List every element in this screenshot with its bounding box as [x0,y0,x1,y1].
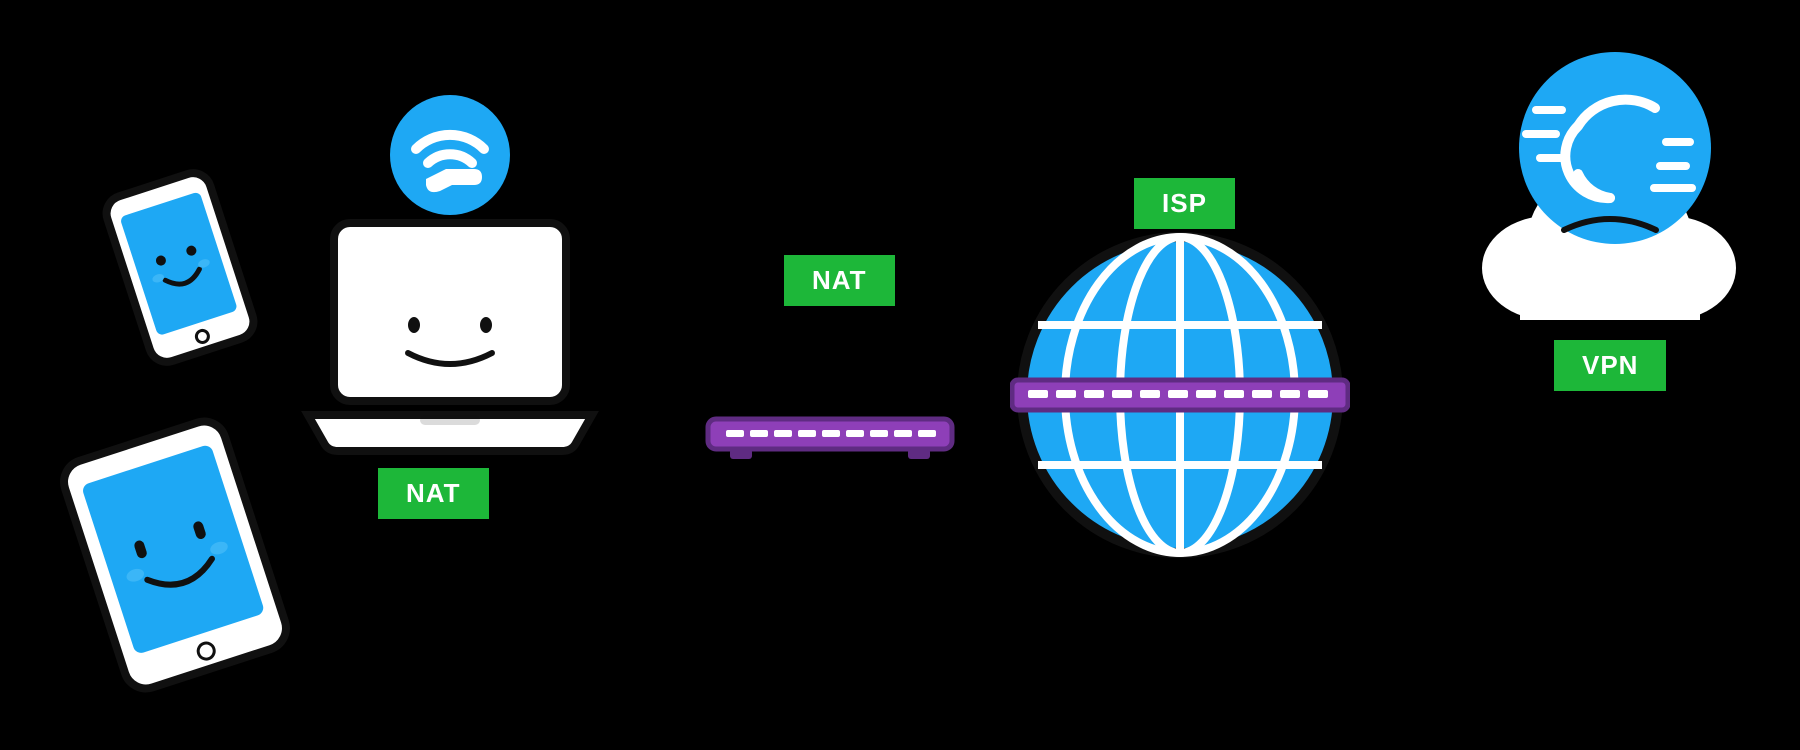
network-diagram: NAT NAT [0,0,1800,750]
vpn-cloud [1460,48,1760,328]
router-nat-label: NAT [784,255,895,306]
laptop-nat-label: NAT [378,468,489,519]
cloud-vpn-icon [1460,48,1760,328]
wifi-hand-icon [388,93,512,217]
laptop-icon [300,215,600,455]
router-device [700,317,960,467]
laptop-device [300,215,600,455]
isp-label: ISP [1134,178,1235,229]
isp-globe [1010,225,1350,565]
phone-device [94,161,265,374]
vpn-label: VPN [1554,340,1666,391]
hotspot-badge [388,93,512,217]
router-icon [700,317,960,467]
tablet-device [51,408,299,701]
tablet-icon [51,408,299,701]
phone-icon [94,161,265,374]
globe-icon [1010,225,1350,565]
